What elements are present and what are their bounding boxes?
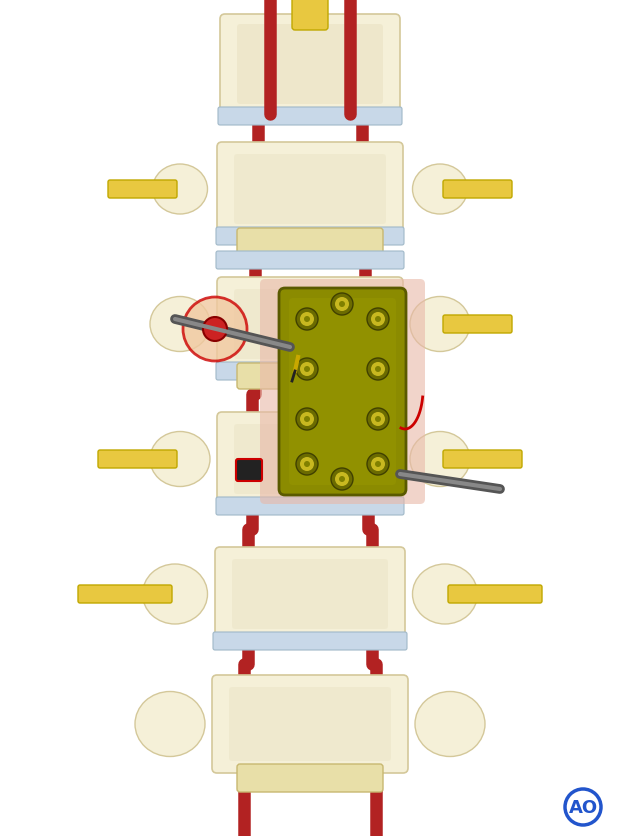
- Circle shape: [300, 313, 314, 327]
- Circle shape: [367, 409, 389, 431]
- Circle shape: [296, 308, 318, 330]
- Circle shape: [367, 359, 389, 380]
- Circle shape: [339, 302, 345, 308]
- FancyBboxPatch shape: [108, 181, 177, 199]
- Circle shape: [371, 412, 385, 426]
- FancyBboxPatch shape: [234, 155, 386, 225]
- Circle shape: [375, 317, 381, 323]
- Circle shape: [375, 416, 381, 422]
- Circle shape: [300, 457, 314, 472]
- Circle shape: [371, 457, 385, 472]
- Ellipse shape: [415, 691, 485, 757]
- Circle shape: [371, 363, 385, 376]
- FancyBboxPatch shape: [443, 451, 522, 468]
- FancyBboxPatch shape: [217, 412, 403, 507]
- FancyBboxPatch shape: [289, 298, 396, 486]
- FancyBboxPatch shape: [234, 289, 386, 359]
- Circle shape: [300, 412, 314, 426]
- Circle shape: [304, 317, 310, 323]
- Circle shape: [304, 461, 310, 467]
- FancyBboxPatch shape: [216, 497, 404, 515]
- Ellipse shape: [150, 432, 210, 487]
- Ellipse shape: [143, 564, 208, 624]
- Circle shape: [335, 472, 349, 487]
- FancyBboxPatch shape: [234, 425, 386, 494]
- Circle shape: [375, 461, 381, 467]
- Circle shape: [183, 298, 247, 361]
- Ellipse shape: [412, 165, 467, 215]
- FancyBboxPatch shape: [292, 0, 328, 31]
- FancyBboxPatch shape: [217, 143, 403, 237]
- FancyBboxPatch shape: [217, 278, 403, 371]
- FancyBboxPatch shape: [236, 460, 262, 482]
- Ellipse shape: [153, 165, 208, 215]
- FancyBboxPatch shape: [218, 108, 402, 126]
- FancyBboxPatch shape: [443, 181, 512, 199]
- FancyBboxPatch shape: [229, 687, 391, 761]
- Circle shape: [296, 359, 318, 380]
- FancyBboxPatch shape: [78, 585, 172, 604]
- FancyBboxPatch shape: [237, 229, 383, 255]
- FancyBboxPatch shape: [232, 559, 388, 630]
- Circle shape: [339, 477, 345, 482]
- FancyBboxPatch shape: [216, 252, 404, 270]
- Circle shape: [335, 298, 349, 312]
- Circle shape: [296, 453, 318, 476]
- Circle shape: [371, 313, 385, 327]
- Ellipse shape: [410, 432, 470, 487]
- Circle shape: [300, 363, 314, 376]
- FancyBboxPatch shape: [443, 316, 512, 334]
- FancyBboxPatch shape: [237, 364, 383, 390]
- FancyBboxPatch shape: [215, 548, 405, 641]
- FancyBboxPatch shape: [279, 288, 406, 496]
- Circle shape: [331, 293, 353, 316]
- Circle shape: [296, 409, 318, 431]
- FancyBboxPatch shape: [220, 15, 400, 115]
- FancyBboxPatch shape: [237, 25, 383, 104]
- Circle shape: [304, 416, 310, 422]
- Circle shape: [331, 468, 353, 491]
- Ellipse shape: [412, 564, 477, 624]
- Text: AO: AO: [569, 798, 598, 816]
- Circle shape: [203, 318, 227, 342]
- Ellipse shape: [150, 297, 210, 352]
- FancyBboxPatch shape: [237, 764, 383, 792]
- FancyBboxPatch shape: [216, 363, 404, 380]
- FancyBboxPatch shape: [448, 585, 542, 604]
- Ellipse shape: [135, 691, 205, 757]
- Circle shape: [367, 308, 389, 330]
- Circle shape: [375, 366, 381, 373]
- FancyBboxPatch shape: [213, 632, 407, 650]
- FancyBboxPatch shape: [98, 451, 177, 468]
- Circle shape: [367, 453, 389, 476]
- FancyBboxPatch shape: [216, 227, 404, 246]
- Circle shape: [304, 366, 310, 373]
- FancyBboxPatch shape: [260, 280, 425, 504]
- FancyBboxPatch shape: [212, 675, 408, 773]
- Ellipse shape: [410, 297, 470, 352]
